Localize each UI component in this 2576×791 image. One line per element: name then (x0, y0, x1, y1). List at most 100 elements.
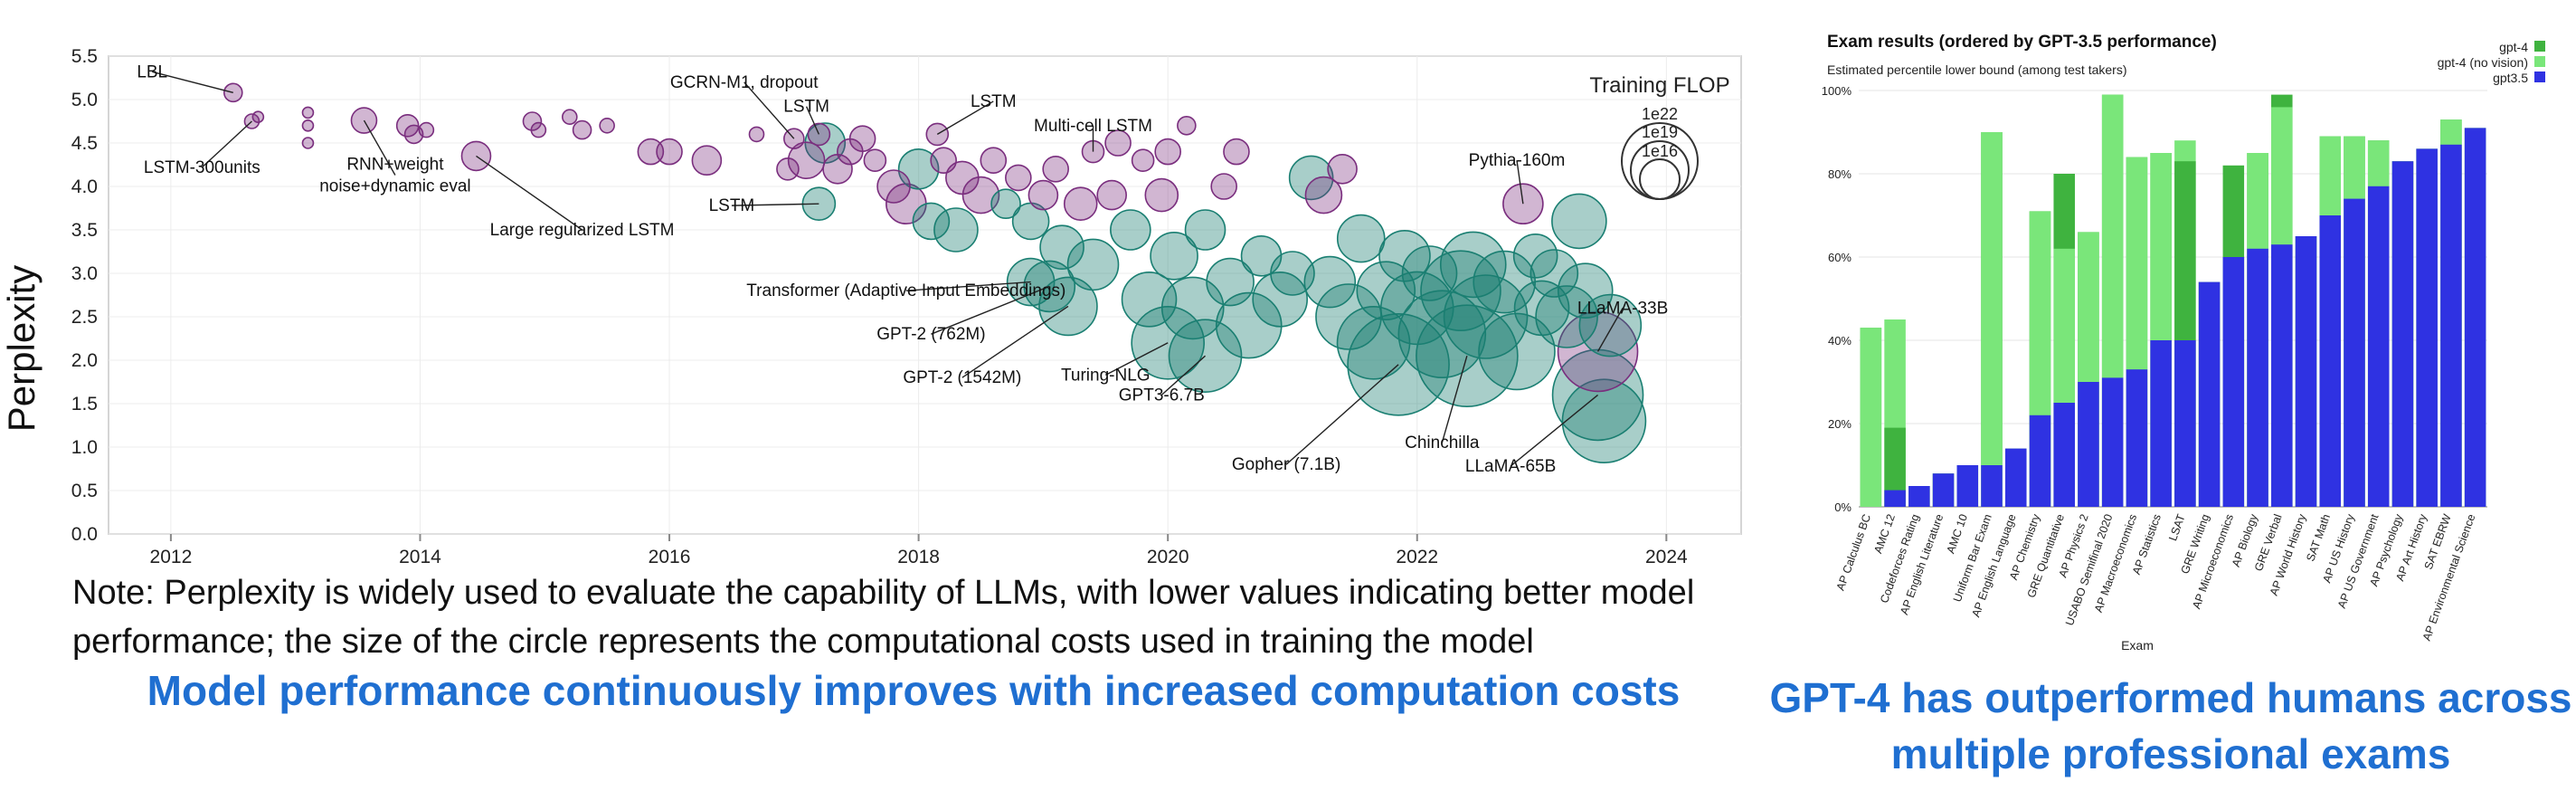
bubble (1005, 164, 1032, 192)
bar-gpt4-no-vision (1860, 328, 1882, 507)
y-tick-label: 0.5 (71, 481, 98, 501)
bar-gpt4 (1884, 427, 1906, 507)
model-label: Gopher (7.1B) (1232, 455, 1340, 474)
bar-category-label: AP Environmental Science (2420, 512, 2478, 643)
x-tick-label: 2018 (897, 547, 940, 567)
y-tick-label: 2.0 (71, 350, 98, 371)
bubble (1535, 285, 1598, 348)
size-legend-label-1e16: 1e16 (1642, 142, 1678, 160)
bar-gpt35 (1884, 490, 1906, 507)
bubble (1303, 255, 1357, 309)
bar-y-tick-label: 60% (1828, 251, 1852, 264)
leader-line (805, 106, 820, 135)
leader-line (1516, 160, 1524, 205)
bar-y-tick-label: 100% (1822, 84, 1852, 98)
bubble (1336, 305, 1411, 380)
leader-line (743, 81, 795, 139)
bar-category-label: AP Calculus BC (1834, 512, 1873, 592)
leader-line (1285, 364, 1399, 465)
y-tick-label: 5.5 (71, 46, 98, 67)
bar-gpt35 (2150, 340, 2172, 507)
bubble (1160, 276, 1225, 340)
bar-gpt35 (2222, 257, 2245, 507)
bar-category-label: AMC 12 (1871, 512, 1898, 555)
bubble (1131, 148, 1155, 172)
leader-line (363, 119, 396, 176)
bar-gpt35 (2416, 148, 2438, 507)
exam-results-bar-chart: Exam results (ordered by GPT-3.5 perform… (1822, 33, 2545, 653)
bar-gpt35 (2078, 382, 2099, 507)
bar-gpt35 (2367, 186, 2390, 508)
bar-gpt35 (2271, 244, 2293, 507)
bubble (1315, 283, 1382, 350)
grid-lines (109, 55, 1741, 535)
bubble (1378, 229, 1431, 282)
bar-legend-swatch (2534, 41, 2545, 52)
label-leader-lines (152, 71, 1624, 467)
bubble (251, 110, 265, 123)
bubble (1513, 280, 1570, 337)
y-tick-label: 4.5 (71, 133, 98, 154)
leader-line (201, 120, 252, 168)
bar-gpt35 (2319, 215, 2342, 507)
bubble (530, 121, 547, 138)
bar-legend-label: gpt-4 (no vision) (2438, 55, 2528, 70)
y-tick-label: 0.0 (71, 524, 98, 545)
bubble (1184, 209, 1226, 251)
model-label: LSTM (783, 98, 829, 117)
model-label: Pythia-160m (1469, 151, 1566, 170)
bar-gpt35 (2029, 415, 2051, 507)
bar-y-tick-label: 40% (1828, 334, 1852, 348)
bubble (1336, 214, 1386, 263)
bubble (1110, 209, 1151, 251)
leader-line (476, 155, 582, 231)
leader-line (1441, 356, 1468, 443)
bar-category-label: LSAT (2166, 512, 2188, 543)
right-headline: GPT-4 has outperformed humans across mul… (1769, 674, 2572, 777)
model-label: Chinchilla (1405, 434, 1480, 453)
bubble (930, 147, 957, 174)
bar-gpt35 (2440, 144, 2462, 508)
bar-gpt35 (2053, 403, 2075, 507)
y-tick-label: 1.0 (71, 437, 98, 458)
leader-line (1510, 394, 1598, 467)
bubble (1121, 271, 1178, 328)
leader-line (1160, 355, 1206, 396)
bubble (1327, 154, 1358, 185)
y-tick-label: 5.0 (71, 90, 98, 110)
bar-gpt35 (2391, 161, 2414, 507)
y-axis-label: Perplexity (0, 265, 43, 432)
bubble (1252, 271, 1308, 328)
bar-gpt35 (2464, 128, 2486, 507)
leader-line (731, 203, 819, 206)
bubble (776, 157, 800, 181)
bubble (912, 202, 951, 241)
bar-legend-label: gpt-4 (2499, 40, 2528, 54)
bubble (1215, 291, 1283, 359)
size-legend-circle-small (1639, 158, 1681, 200)
bubble (637, 138, 665, 166)
bubble (1104, 129, 1132, 157)
model-label: LSTM (709, 196, 755, 215)
size-legend-label-1e19: 1e19 (1642, 123, 1678, 141)
bubble (1288, 155, 1334, 201)
bubble (1206, 257, 1255, 307)
bar-gpt35 (1956, 465, 1979, 507)
leader-line (905, 281, 1031, 291)
bubble (1240, 234, 1283, 277)
leader-line (1596, 308, 1624, 352)
bubble (1066, 238, 1120, 291)
bubble (1530, 249, 1579, 298)
bubble (1439, 231, 1507, 299)
leader-line (1104, 342, 1169, 376)
bar-gpt35 (1981, 465, 2003, 507)
bar-gpt35 (1908, 486, 1930, 507)
bar-legend-swatch (2534, 56, 2545, 67)
bubble (1401, 245, 1458, 301)
bar-x-axis-label: Exam (2121, 638, 2154, 653)
bar-gpt35 (1932, 473, 1955, 507)
bubble (1578, 293, 1643, 357)
bubble (863, 148, 887, 172)
x-tick-label: 2024 (1645, 547, 1688, 567)
leader-line (961, 305, 1069, 378)
